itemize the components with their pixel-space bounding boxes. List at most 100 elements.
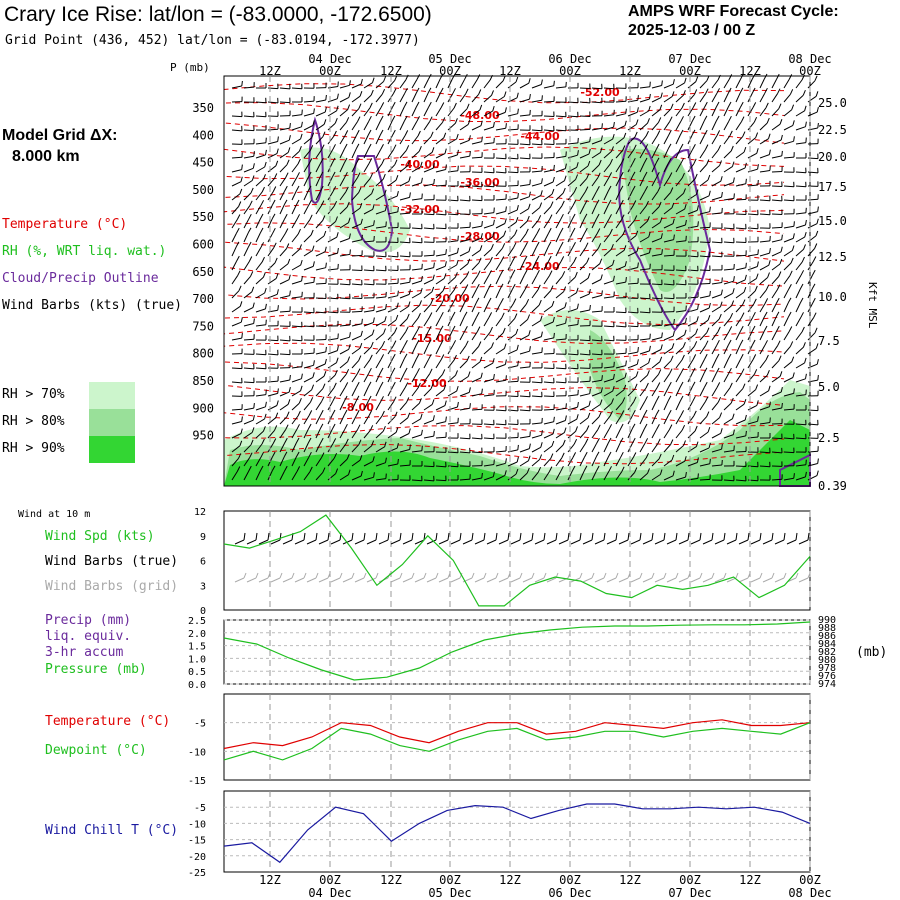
wind-barb (363, 129, 372, 145)
wind-barb (759, 461, 771, 468)
wind-barb (567, 186, 578, 201)
wind-barb (663, 330, 675, 341)
wind-barb (591, 147, 603, 159)
wind-barb (735, 101, 744, 117)
wind-barb (327, 186, 337, 201)
wind-barb (231, 363, 243, 370)
wind-barb (279, 335, 291, 342)
wind-barb (243, 465, 252, 481)
temperature-contour (223, 361, 785, 382)
wind-barb (507, 229, 518, 243)
wind-barb (423, 116, 433, 131)
wind-barb (687, 341, 698, 355)
wind-barb (411, 413, 423, 425)
wind-barb (795, 195, 807, 201)
wind-barb (555, 138, 567, 145)
wind-barb (699, 353, 708, 369)
wind-barb (807, 269, 816, 285)
precip-tick: 1.0 (188, 654, 206, 665)
wind-barb (699, 340, 709, 355)
wind-barb (483, 244, 494, 257)
wind-barb (243, 318, 255, 327)
wind-barb-true (294, 532, 306, 545)
wind-barb (699, 426, 711, 439)
wind-barb (543, 255, 552, 271)
temperature-label: Temperature (°C) (45, 714, 171, 729)
wind-barb (543, 300, 555, 313)
wind-barb (411, 382, 421, 397)
wind-barb (507, 328, 519, 341)
wind-barb (603, 214, 612, 229)
wind-barb (279, 274, 291, 285)
wind-barb (459, 88, 469, 103)
wind-barb (435, 261, 447, 271)
wind-barb (567, 452, 577, 467)
wind-barb (795, 167, 807, 174)
wind-barb (399, 176, 411, 187)
wind-barb (351, 330, 363, 341)
wind-barb (651, 117, 662, 131)
wind-barb (243, 302, 255, 313)
wind-barb (267, 227, 276, 243)
wind-barb-grid (606, 572, 619, 583)
wind-barb (315, 278, 327, 285)
wind-barb (783, 297, 792, 313)
wind-barb (651, 130, 661, 145)
wind-barb (483, 419, 495, 426)
wind-barb (771, 418, 783, 425)
legend-cloud-outline: Cloud/Precip Outline (2, 271, 159, 286)
wind-barb (591, 135, 603, 145)
wind-barb (615, 229, 626, 243)
wind-barb (723, 339, 732, 355)
wind-barb (687, 205, 699, 215)
wind-barb (723, 475, 735, 482)
wind-barb (699, 75, 710, 89)
wind-barb (639, 438, 649, 453)
wind-barb (483, 181, 495, 188)
wind-barb (495, 206, 507, 215)
wind-barb (771, 433, 783, 440)
wind-barb (411, 74, 421, 89)
wind-barb (651, 453, 662, 467)
wind-barb (735, 399, 747, 411)
wind-barb (279, 199, 288, 215)
kft-tick: 12.5 (818, 250, 847, 264)
wind-barb (603, 97, 615, 103)
wind-barb (411, 275, 423, 285)
wind-barb (387, 115, 396, 131)
wind-barb (531, 178, 543, 187)
wind-barb (339, 423, 348, 439)
wind-barb (291, 275, 303, 285)
wind-barb (243, 97, 255, 103)
wind-barb (471, 372, 483, 383)
wind-barb (303, 108, 315, 117)
wind-barb (423, 353, 432, 369)
wind-barb (267, 412, 279, 425)
wind-barb (579, 186, 589, 201)
wind-barb (243, 227, 252, 243)
wind-barb (483, 446, 495, 453)
wind-barb (423, 461, 435, 468)
wind-barb (723, 145, 734, 159)
wind-barb (291, 451, 300, 467)
wind-barb (471, 326, 481, 341)
pressure-tick: 982 (818, 647, 836, 658)
kft-tick: 17.5 (818, 180, 847, 194)
page-title: Crary Ice Rise: lat/lon = (-83.0000, -17… (4, 3, 432, 26)
wind-barb (423, 131, 434, 145)
wind-barb (363, 440, 375, 453)
wind-barb (399, 412, 411, 425)
wind-barb (639, 118, 650, 131)
wind-barb (483, 405, 495, 411)
wind-barb (627, 246, 639, 257)
wind-barb (651, 369, 662, 383)
wind-barb (615, 384, 627, 397)
wind-barb (699, 278, 711, 285)
wind-barb (579, 335, 591, 342)
wind-barb (663, 318, 675, 327)
wind-barb (423, 431, 435, 439)
wind-barb (759, 248, 771, 257)
wind-barb (303, 410, 313, 425)
wind-barb (423, 250, 435, 257)
wind-barb (579, 136, 591, 145)
